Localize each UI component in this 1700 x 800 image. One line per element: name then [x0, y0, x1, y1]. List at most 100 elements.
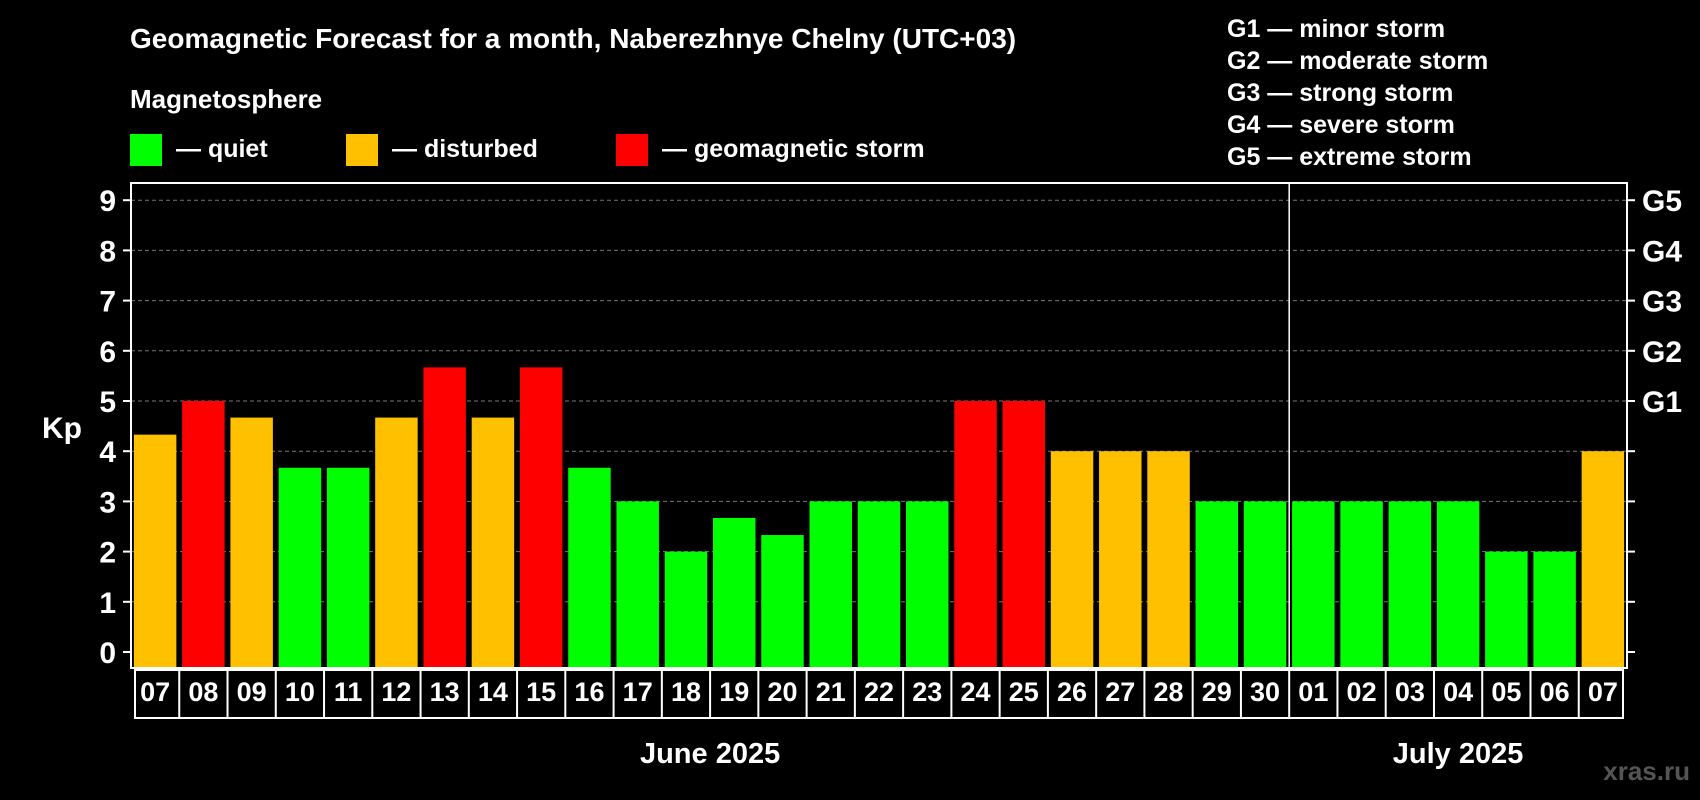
legend-label-storm: — geomagnetic storm: [662, 135, 925, 163]
date-label-24: 01: [1298, 677, 1328, 707]
g-scale-label-g2: G2: [1642, 336, 1682, 369]
date-label-20: 27: [1105, 677, 1135, 707]
bar-0-07: [133, 434, 177, 668]
y-tick-label-1: 1: [99, 587, 116, 620]
date-label-18: 25: [1009, 677, 1039, 707]
legend-label-quiet: — quiet: [176, 135, 268, 163]
legend-swatch-quiet: [130, 134, 162, 166]
legend-swatch-disturbed: [346, 134, 378, 166]
g-scale-legend: G1 — minor storm G2 — moderate storm G3 …: [1227, 15, 1488, 171]
bar-4-11: [326, 467, 370, 668]
date-label-28: 05: [1491, 677, 1521, 707]
bar-14-21: [809, 501, 852, 668]
bar-24-01: [1292, 501, 1335, 668]
date-label-7: 14: [478, 677, 508, 707]
bar-17-24: [954, 401, 997, 668]
bar-6-13: [423, 367, 466, 668]
chart-title: Geomagnetic Forecast for a month, Nabere…: [130, 23, 1016, 54]
g-scale-g1: G1 — minor storm: [1227, 15, 1445, 43]
bar-3-10: [278, 467, 322, 668]
date-label-0: 07: [140, 677, 170, 707]
plot-frame: [130, 182, 1628, 669]
bar-21-28: [1147, 451, 1190, 668]
date-label-22: 29: [1202, 677, 1232, 707]
bar-30-07: [1581, 451, 1625, 668]
date-label-13: 20: [767, 677, 797, 707]
bar-15-22: [857, 501, 901, 668]
bar-29-06: [1533, 551, 1576, 668]
bar-7-14: [471, 417, 515, 668]
date-label-16: 23: [912, 677, 942, 707]
bar-11-18: [664, 551, 708, 668]
g-scale-ticks: G1 G2 G3 G4 G5: [1627, 185, 1682, 653]
y-tick-label-9: 9: [99, 185, 116, 218]
y-tick-label-5: 5: [99, 386, 116, 419]
date-label-23: 30: [1250, 677, 1280, 707]
date-label-17: 24: [960, 677, 990, 707]
date-label-29: 06: [1540, 677, 1570, 707]
date-axis: 07 08 09 10 11 12 13 14 15 16 17 18 19 20 21 22 23 24 25 26…: [134, 669, 1624, 719]
date-label-25: 02: [1347, 677, 1377, 707]
bars: [133, 367, 1625, 668]
g-scale-g4: G4 — severe storm: [1227, 111, 1455, 139]
y-axis-label: Kp: [42, 412, 82, 445]
bar-9-16: [568, 467, 611, 668]
y-tick-label-3: 3: [99, 486, 116, 519]
bar-25-02: [1340, 501, 1383, 668]
date-cells-border: [134, 669, 1624, 719]
bar-8-15: [519, 367, 563, 668]
y-tick-label-8: 8: [99, 235, 116, 268]
plot-border: [130, 182, 1628, 669]
date-label-8: 15: [526, 677, 556, 707]
y-tick-label-2: 2: [99, 537, 116, 570]
g-scale-label-g3: G3: [1642, 286, 1682, 319]
g-scale-g5: G5 — extreme storm: [1227, 143, 1472, 171]
g-scale-g3: G3 — strong storm: [1227, 79, 1453, 107]
month-label-july: July 2025: [1393, 738, 1524, 770]
month-label-june: June 2025: [640, 738, 780, 770]
y-tick-label-6: 6: [99, 336, 116, 369]
date-label-2: 09: [237, 677, 267, 707]
date-label-11: 18: [671, 677, 701, 707]
bar-26-03: [1388, 501, 1432, 668]
g-scale-label-g1: G1: [1642, 386, 1682, 419]
bar-28-05: [1485, 551, 1528, 668]
bar-19-26: [1050, 451, 1094, 668]
legend-label-disturbed: — disturbed: [392, 135, 538, 163]
date-label-26: 03: [1395, 677, 1425, 707]
legend-swatch-storm: [616, 134, 648, 166]
watermark: xras.ru: [1603, 756, 1690, 786]
g-scale-label-g5: G5: [1642, 185, 1682, 218]
bar-16-23: [906, 501, 949, 668]
y-tick-label-0: 0: [99, 637, 116, 670]
bar-1-08: [182, 401, 225, 668]
g-scale-label-g4: G4: [1642, 235, 1682, 268]
date-label-9: 16: [574, 677, 604, 707]
date-label-3: 10: [285, 677, 315, 707]
y-ticks: 0 1 2 3 4 5 6 7 8 9: [99, 185, 131, 670]
date-label-21: 28: [1154, 677, 1184, 707]
date-label-14: 21: [816, 677, 846, 707]
date-label-4: 11: [334, 677, 363, 707]
bar-13-20: [761, 535, 804, 668]
date-label-15: 22: [864, 677, 894, 707]
bar-23-30: [1243, 501, 1287, 668]
legend: — quiet — disturbed — geomagnetic storm: [130, 134, 925, 166]
bar-27-04: [1436, 501, 1480, 668]
bar-2-09: [230, 417, 273, 668]
date-label-27: 04: [1443, 677, 1473, 707]
g-scale-g2: G2 — moderate storm: [1227, 47, 1488, 75]
bar-10-17: [616, 501, 659, 668]
date-label-12: 19: [719, 677, 749, 707]
bar-5-12: [375, 417, 418, 668]
date-label-5: 12: [381, 677, 411, 707]
date-label-19: 26: [1057, 677, 1087, 707]
date-label-1: 08: [188, 677, 218, 707]
bar-20-27: [1099, 451, 1142, 668]
legend-title: Magnetosphere: [130, 84, 322, 114]
y-tick-label-4: 4: [99, 436, 116, 469]
date-label-30: 07: [1588, 677, 1618, 707]
date-label-6: 13: [430, 677, 460, 707]
bar-22-29: [1195, 501, 1239, 668]
